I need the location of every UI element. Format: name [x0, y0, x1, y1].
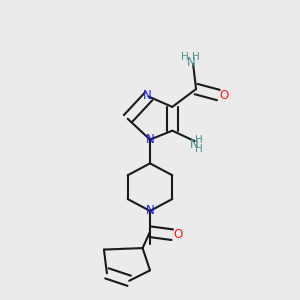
- Text: N: N: [146, 133, 154, 146]
- Text: N: N: [190, 138, 199, 151]
- Text: H: H: [195, 135, 202, 145]
- Text: H: H: [195, 144, 202, 154]
- Text: O: O: [220, 88, 229, 101]
- Text: N: N: [146, 204, 154, 218]
- Text: H: H: [192, 52, 200, 62]
- Text: H: H: [181, 52, 189, 62]
- Text: N: N: [187, 56, 196, 69]
- Text: N: N: [143, 88, 152, 101]
- Text: O: O: [173, 228, 182, 241]
